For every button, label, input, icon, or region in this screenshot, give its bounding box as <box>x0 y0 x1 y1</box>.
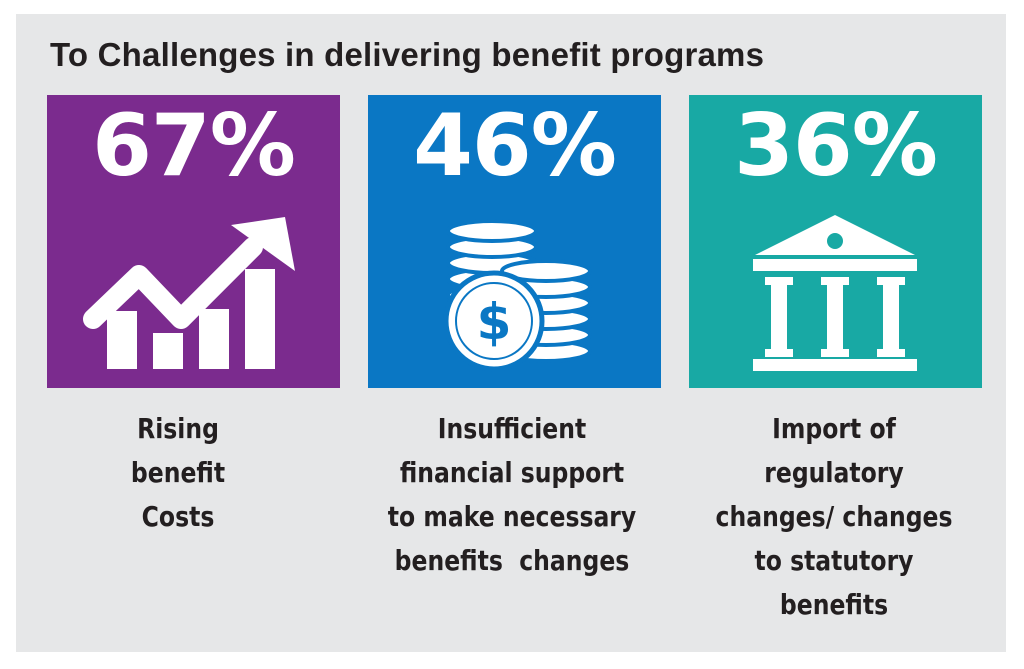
caption-line: regulatory <box>764 456 904 489</box>
stat-percentage: 36% <box>734 96 938 196</box>
coin-stacks-dollar-icon: $ <box>443 219 592 372</box>
stat-card-financial-support: 46% $ <box>368 95 661 388</box>
caption-rising-costs: Rising benefit Costs <box>48 407 308 539</box>
caption-line: to make necessary <box>387 500 637 533</box>
caption-line: Insufficient <box>437 412 587 445</box>
stat-percentage: 67% <box>92 96 296 196</box>
caption-line: benefits changes <box>394 544 630 577</box>
infographic-title: To Challenges in delivering benefit prog… <box>50 36 765 73</box>
svg-text:$: $ <box>477 293 512 351</box>
infographic-panel: To Challenges in delivering benefit prog… <box>16 14 1006 652</box>
caption-line: Import of <box>772 412 896 445</box>
caption-line: benefit <box>130 456 226 489</box>
stat-percentage: 46% <box>413 96 617 196</box>
caption-line: changes/ changes <box>715 500 953 533</box>
caption-line: financial support <box>399 456 625 489</box>
caption-regulatory-changes: Import of regulatory changes/ changes to… <box>704 407 964 627</box>
rising-chart-icon <box>83 217 295 369</box>
stat-card-regulatory-changes: 36% <box>689 95 982 388</box>
caption-line: Rising <box>137 412 219 445</box>
stat-card-rising-costs: 67% <box>47 95 340 388</box>
government-building-icon <box>753 215 917 371</box>
caption-line: to statutory <box>754 544 914 577</box>
caption-financial-support: Insufficient financial support to make n… <box>382 407 642 583</box>
caption-line: Costs <box>141 500 215 533</box>
caption-line: benefits <box>779 588 889 621</box>
